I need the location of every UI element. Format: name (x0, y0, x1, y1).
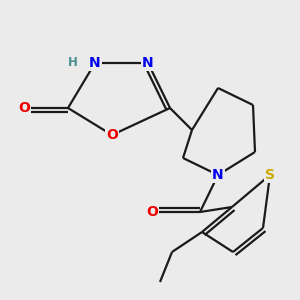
Text: H: H (68, 56, 78, 70)
Text: N: N (89, 56, 101, 70)
Text: S: S (265, 168, 275, 182)
Text: O: O (106, 128, 118, 142)
Text: O: O (18, 101, 30, 115)
Text: N: N (212, 168, 224, 182)
Text: O: O (146, 205, 158, 219)
Text: N: N (142, 56, 154, 70)
